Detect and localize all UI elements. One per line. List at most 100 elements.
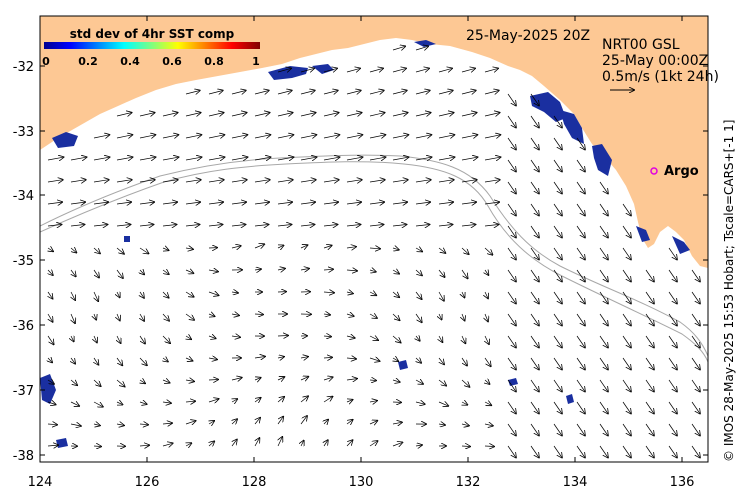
current-vector — [415, 157, 431, 160]
current-vector — [462, 335, 465, 343]
current-vector — [369, 380, 376, 381]
current-vector — [392, 442, 402, 446]
current-vector — [461, 135, 477, 138]
current-vector — [462, 313, 465, 321]
current-vector — [439, 357, 444, 364]
current-vector — [461, 379, 469, 387]
current-vector — [530, 445, 539, 458]
current-vector — [323, 68, 337, 72]
current-vector — [369, 113, 385, 116]
current-vector — [255, 438, 259, 447]
current-vector — [300, 113, 316, 116]
current-vector — [208, 270, 218, 272]
current-vector — [622, 313, 631, 326]
current-vector — [47, 157, 63, 160]
current-vector — [369, 202, 384, 204]
current-vector — [438, 180, 454, 182]
current-vector — [162, 423, 172, 424]
current-vector — [48, 313, 53, 322]
current-vector — [254, 314, 263, 315]
current-vector — [438, 91, 453, 95]
current-vector — [622, 225, 631, 238]
current-vector — [438, 157, 454, 160]
current-vector — [553, 159, 562, 172]
current-vector — [645, 379, 654, 392]
current-vector — [484, 225, 498, 227]
current-vector — [530, 313, 539, 326]
current-vector — [645, 291, 654, 304]
current-vector — [461, 225, 475, 227]
current-vector — [300, 396, 308, 403]
current-vector — [507, 335, 516, 348]
current-vector — [231, 336, 240, 337]
current-vector — [369, 421, 377, 424]
current-vector — [70, 424, 81, 426]
current-vector — [484, 357, 491, 366]
current-vector — [622, 379, 631, 392]
current-vector — [162, 180, 178, 182]
current-vector — [461, 113, 477, 116]
y-tick-label: -36 — [13, 319, 34, 334]
current-vector — [415, 68, 429, 72]
current-vector — [277, 397, 284, 402]
current-vector — [47, 424, 57, 425]
current-vector — [415, 380, 423, 384]
current-vector — [93, 424, 100, 426]
current-vector — [116, 247, 124, 254]
current-vector — [438, 225, 452, 227]
current-vector — [576, 401, 585, 414]
current-vector — [691, 379, 700, 392]
current-vector — [254, 269, 261, 270]
current-vector — [186, 443, 191, 446]
colorbar-tick-label: 0.8 — [204, 55, 224, 68]
product-line: NRT00 GSL — [602, 37, 680, 53]
current-vector — [139, 402, 147, 404]
current-vector — [255, 418, 260, 425]
current-vector — [324, 420, 328, 424]
current-vector — [346, 202, 361, 204]
current-vector — [323, 91, 338, 95]
current-vector — [553, 313, 562, 326]
current-vector — [530, 93, 539, 106]
current-vector — [645, 335, 654, 348]
current-vector — [254, 91, 269, 95]
current-vector — [185, 135, 201, 138]
current-vector — [231, 113, 247, 116]
current-vector — [392, 422, 402, 424]
current-vector — [300, 91, 315, 95]
current-vector — [691, 335, 700, 348]
current-vector — [622, 269, 631, 282]
current-vector — [530, 115, 539, 128]
current-vector — [576, 313, 585, 326]
current-vector — [48, 270, 53, 275]
current-vector — [599, 313, 608, 326]
current-vector — [392, 135, 408, 138]
current-vector — [461, 247, 469, 254]
current-vector — [599, 181, 608, 194]
current-vector — [277, 68, 291, 72]
current-vector — [645, 445, 654, 458]
current-vector — [162, 135, 178, 138]
current-vector — [300, 269, 309, 271]
current-vector — [346, 270, 357, 271]
current-vector — [507, 291, 516, 304]
current-vector — [622, 247, 631, 260]
current-vector — [323, 269, 333, 270]
current-vector — [439, 314, 442, 319]
current-vector — [416, 336, 420, 341]
current-vector — [231, 292, 238, 293]
current-vector — [71, 313, 75, 323]
x-tick-label: 136 — [670, 475, 695, 490]
current-vector — [346, 247, 356, 248]
current-vector — [576, 225, 585, 238]
y-axis-labels: -32 -33 -34 -35 -36 -37 -38 — [13, 60, 34, 464]
y-tick-label: -34 — [13, 189, 34, 204]
current-vector — [461, 68, 475, 72]
current-vector — [369, 336, 378, 340]
current-vector — [622, 335, 631, 348]
current-vector — [139, 202, 154, 204]
current-vector — [254, 398, 261, 402]
current-vector — [116, 135, 132, 138]
current-vector — [300, 135, 316, 138]
x-axis-labels: 124 126 128 130 132 134 136 — [28, 475, 695, 490]
